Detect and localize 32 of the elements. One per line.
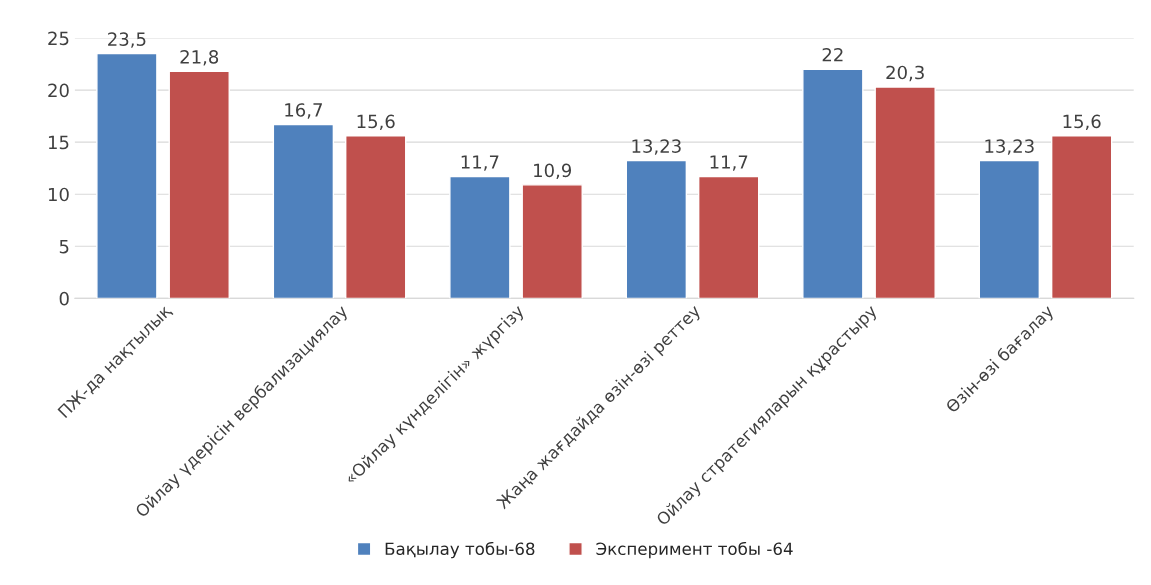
bar: [345, 135, 407, 299]
bar: [978, 159, 1041, 299]
data-label: 15,6: [357, 114, 395, 131]
y-tick-label: 0: [59, 291, 69, 306]
data-label: 13,23: [632, 139, 681, 155]
y-tick-label: 20: [48, 83, 69, 98]
data-label: 21,8: [180, 50, 219, 66]
bar: [96, 52, 158, 299]
data-label: 20,3: [886, 65, 924, 82]
y-tick-label: 10: [48, 187, 69, 202]
y-tick-label: 5: [59, 239, 69, 254]
bar: [272, 123, 335, 299]
bar: [168, 70, 230, 299]
bar: [625, 159, 688, 299]
bar: [1050, 135, 1113, 299]
bar: [802, 68, 864, 299]
bar: [449, 175, 511, 299]
legend-label: Эксперимент тобы -64: [596, 541, 793, 559]
data-label: 22: [822, 47, 843, 62]
data-label: 15,6: [1063, 114, 1101, 131]
data-label: 11,7: [710, 155, 748, 171]
data-label: 23,5: [108, 32, 146, 48]
data-label: 13,23: [985, 139, 1034, 155]
y-tick-label: 25: [48, 31, 69, 46]
bar: [698, 175, 760, 299]
data-label: 10,9: [534, 163, 572, 180]
y-tick-label: 15: [48, 135, 69, 150]
bar: [521, 184, 583, 299]
legend-label: Бақылау тобы-68: [385, 541, 535, 559]
data-label: 16,7: [285, 103, 322, 119]
bar: [874, 86, 936, 299]
data-label: 11,7: [461, 155, 499, 171]
